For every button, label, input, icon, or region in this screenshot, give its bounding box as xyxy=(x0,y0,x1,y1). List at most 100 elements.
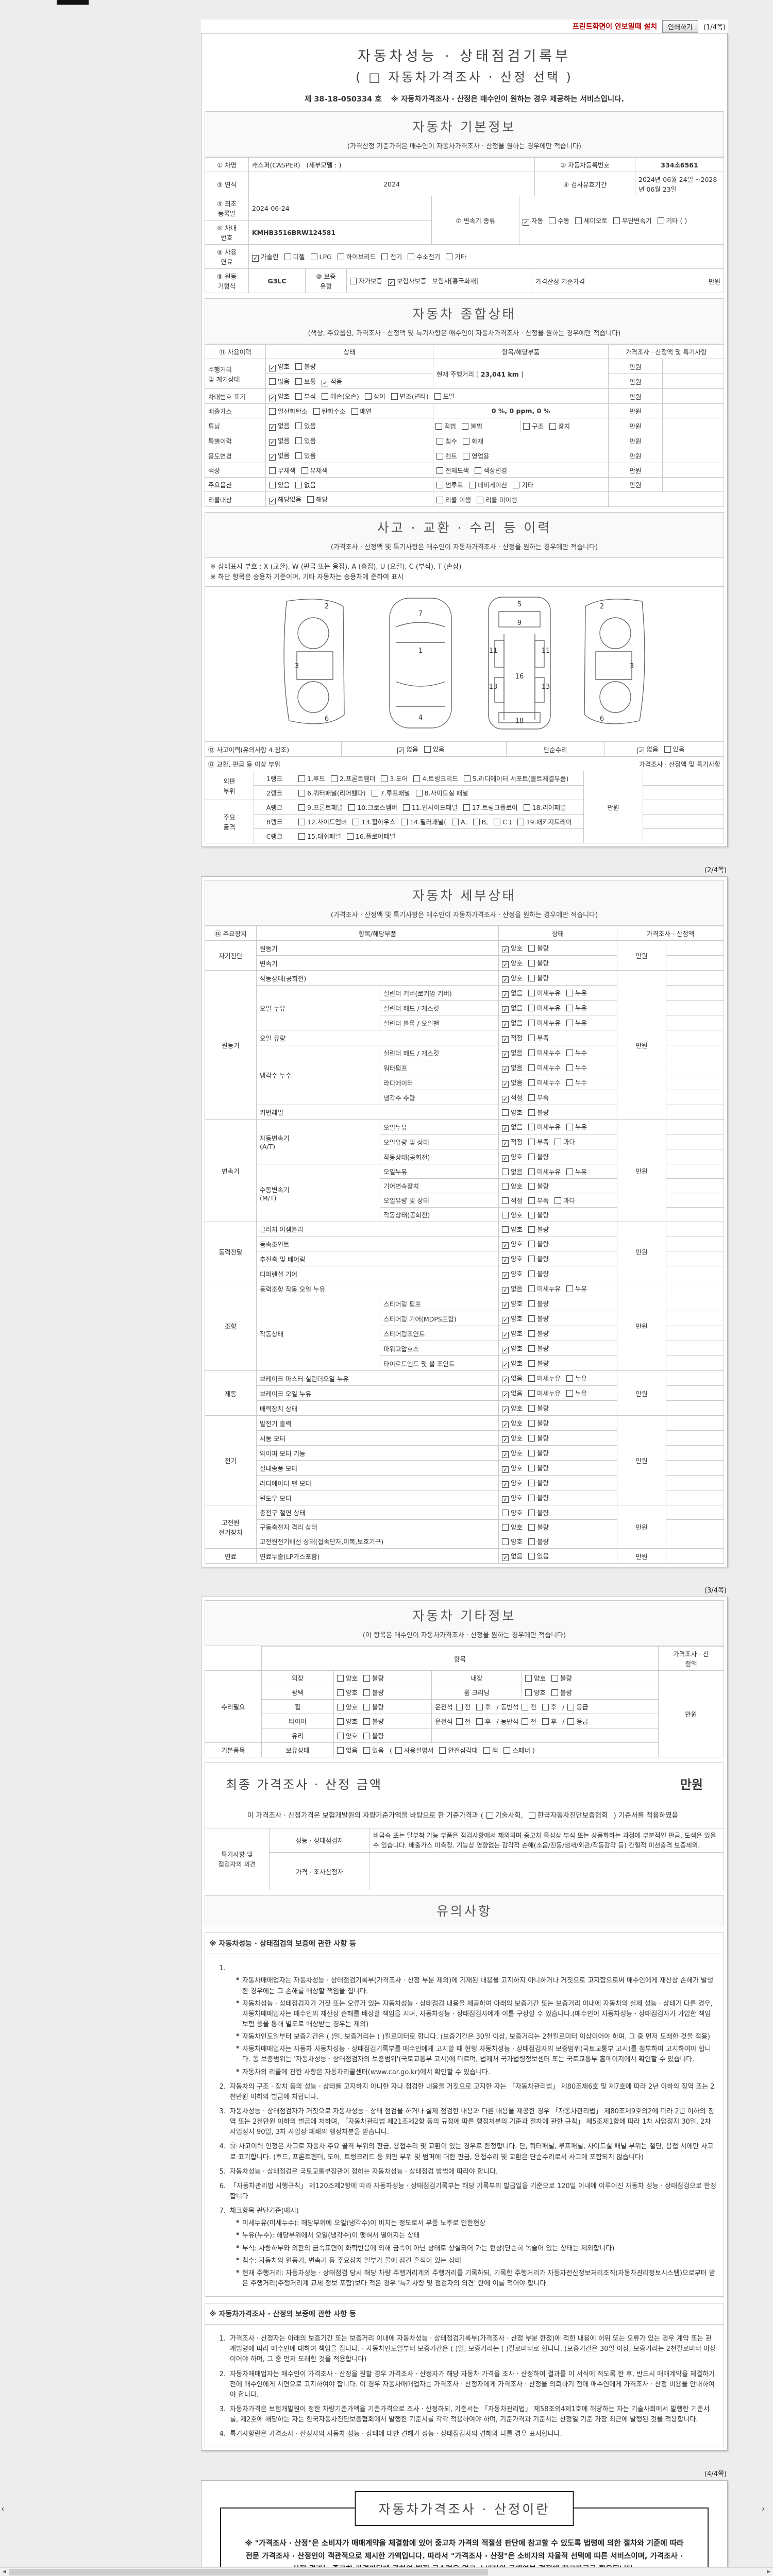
check-option[interactable]: 불법 xyxy=(462,421,482,431)
check-option[interactable]: ✓ 없음 xyxy=(502,1064,523,1073)
check-option[interactable]: 양호 xyxy=(337,1716,358,1726)
checkbox-icon[interactable] xyxy=(269,467,276,474)
checkbox-icon[interactable]: ✓ xyxy=(502,1496,509,1503)
checkbox-icon[interactable] xyxy=(528,1405,535,1412)
checkbox-icon[interactable] xyxy=(502,1168,509,1175)
checkbox-icon[interactable] xyxy=(468,482,476,488)
checkbox-icon[interactable] xyxy=(476,1704,483,1710)
checkbox-icon[interactable] xyxy=(525,1689,532,1696)
checkbox-icon[interactable] xyxy=(476,1718,483,1725)
checkbox-icon[interactable] xyxy=(566,1390,574,1397)
check-option[interactable]: 불량 xyxy=(363,1673,384,1683)
check-option[interactable]: 불량 xyxy=(551,1687,572,1697)
checkbox-icon[interactable]: ✓ xyxy=(269,439,276,446)
checkbox-icon[interactable] xyxy=(566,1124,574,1130)
check-option[interactable]: 부족 xyxy=(528,1137,549,1146)
checkbox-icon[interactable] xyxy=(613,217,620,224)
checkbox-icon[interactable]: ✓ xyxy=(388,279,395,286)
checkbox-icon[interactable] xyxy=(528,990,535,996)
checkbox-icon[interactable] xyxy=(337,1689,344,1696)
check-option[interactable]: 매연 xyxy=(351,406,372,416)
checkbox-icon[interactable] xyxy=(528,1465,535,1471)
check-option[interactable]: 10.크로스멤버 xyxy=(348,802,397,812)
checkbox-icon[interactable] xyxy=(528,1330,535,1337)
check-option[interactable]: 양호 xyxy=(337,1687,358,1697)
check-option[interactable]: ✓ 양호 xyxy=(502,1240,523,1249)
check-option[interactable]: 침수 xyxy=(436,436,457,446)
checkbox-icon[interactable] xyxy=(517,819,524,825)
checkbox-icon[interactable] xyxy=(463,452,470,460)
checkbox-icon[interactable] xyxy=(528,1005,535,1011)
check-option[interactable]: 부족 xyxy=(528,1032,549,1042)
check-option[interactable]: 사용설명서 xyxy=(395,1745,433,1755)
checkbox-icon[interactable] xyxy=(522,1704,529,1710)
check-option[interactable]: 불량 xyxy=(363,1687,384,1697)
checkbox-icon[interactable] xyxy=(436,496,443,503)
check-option[interactable]: 9.프론트패널 xyxy=(298,802,343,812)
check-option[interactable]: ✓ 없음 xyxy=(502,1375,523,1383)
checkbox-icon[interactable]: ✓ xyxy=(502,946,509,953)
check-option[interactable]: 누수 xyxy=(566,1062,587,1072)
check-option[interactable]: ✓ 없음 xyxy=(502,1123,523,1132)
checkbox-icon[interactable] xyxy=(456,1704,463,1710)
checkbox-icon[interactable]: ✓ xyxy=(502,1421,509,1428)
checkbox-icon[interactable] xyxy=(528,1139,535,1145)
scrollbar-right-arrow-icon[interactable]: ▶ xyxy=(764,2568,773,2576)
checkbox-icon[interactable] xyxy=(551,1689,559,1696)
checkbox-icon[interactable] xyxy=(528,1345,535,1352)
check-option[interactable]: 5.라디에이터 서포트(볼트체결부품) xyxy=(463,773,568,783)
check-option[interactable]: ✓ 자동 xyxy=(523,216,544,226)
checkbox-icon[interactable] xyxy=(307,496,314,503)
checkbox-icon[interactable] xyxy=(566,1064,574,1071)
check-option[interactable]: 부식 xyxy=(295,391,316,401)
check-option[interactable]: 기타 xyxy=(513,480,533,489)
check-option[interactable]: ✓ 없음 xyxy=(502,1079,523,1088)
check-option[interactable]: 장치 xyxy=(549,421,570,431)
check-option[interactable]: 썬루프 xyxy=(436,480,463,489)
check-option[interactable]: 불량 xyxy=(551,1673,572,1683)
checkbox-icon[interactable]: ✓ xyxy=(502,1554,509,1561)
horizontal-scrollbar[interactable]: ◀ ▶ xyxy=(0,2567,773,2576)
checkbox-icon[interactable]: ✓ xyxy=(502,1021,509,1028)
checkbox-icon[interactable] xyxy=(566,990,574,996)
checkbox-icon[interactable] xyxy=(363,1689,371,1696)
checkbox-icon[interactable]: ✓ xyxy=(397,748,405,754)
check-option[interactable]: 불량 xyxy=(528,1224,549,1234)
check-option[interactable]: ✓ 양호 xyxy=(502,1315,523,1324)
checkbox-icon[interactable] xyxy=(528,1450,535,1456)
checkbox-icon[interactable] xyxy=(337,1704,344,1710)
checkbox-icon[interactable] xyxy=(284,253,291,260)
check-option[interactable]: 리콜 이행 xyxy=(436,495,471,504)
checkbox-icon[interactable] xyxy=(528,1420,535,1427)
check-option[interactable]: 불량 xyxy=(528,1522,549,1532)
check-option[interactable]: 없음 xyxy=(295,480,316,489)
check-option[interactable]: 불량 xyxy=(528,1107,549,1117)
check-option[interactable]: 누유 xyxy=(566,1283,587,1293)
check-option[interactable]: 있음 xyxy=(295,435,316,445)
checkbox-icon[interactable] xyxy=(363,1675,371,1682)
check-option[interactable]: 스패너 ) xyxy=(503,1745,535,1755)
check-option[interactable]: 불량 xyxy=(295,361,316,371)
check-option[interactable]: ✓ 없음 xyxy=(502,1285,523,1294)
check-option[interactable]: 색상변경 xyxy=(475,465,507,475)
check-option[interactable]: 한국자동차진단보증협회 xyxy=(528,1810,608,1822)
check-option[interactable]: ✓ 양호 xyxy=(502,1404,523,1413)
check-option[interactable]: 누유 xyxy=(566,1373,587,1383)
check-option[interactable]: ✓ 양호 xyxy=(502,1330,523,1338)
checkbox-icon[interactable] xyxy=(446,253,453,260)
checkbox-icon[interactable]: ✓ xyxy=(269,365,276,371)
checkbox-icon[interactable] xyxy=(476,496,483,503)
checkbox-icon[interactable] xyxy=(337,1747,344,1754)
check-option[interactable]: 안전삼각대 xyxy=(439,1745,478,1755)
checkbox-icon[interactable]: ✓ xyxy=(502,1257,509,1264)
checkbox-icon[interactable]: ✓ xyxy=(502,991,509,998)
check-option[interactable]: ✓ 없음 xyxy=(502,1019,523,1028)
check-option[interactable]: 불량 xyxy=(528,1328,549,1338)
check-option[interactable]: 8.사이드실 패널 xyxy=(415,788,468,798)
check-option[interactable]: 있음 xyxy=(363,1745,384,1755)
checkbox-icon[interactable] xyxy=(566,1168,574,1175)
check-option[interactable]: 2.프론트휀더 xyxy=(330,773,375,783)
check-option[interactable]: 불량 xyxy=(528,958,549,968)
checkbox-icon[interactable]: ✓ xyxy=(502,1272,509,1279)
check-option[interactable]: 누수 xyxy=(566,1047,587,1057)
